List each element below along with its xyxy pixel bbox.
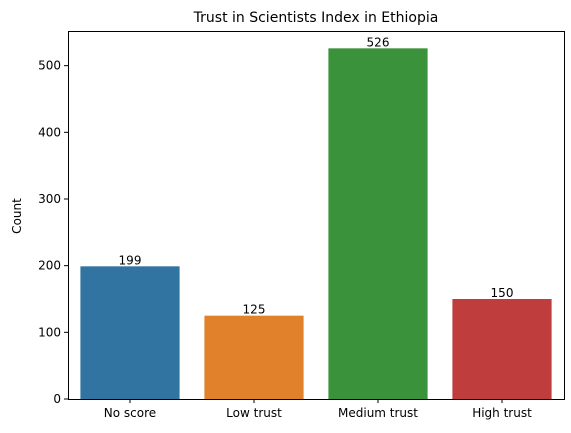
bar-low-trust <box>204 315 304 399</box>
y-axis-label: Count <box>10 198 24 234</box>
y-axis: 0 100 200 300 400 500 <box>38 59 68 406</box>
bar-no-score <box>80 266 180 399</box>
bar-value-label: 526 <box>367 35 390 49</box>
bar-value-label: 199 <box>119 253 142 267</box>
x-tick-label: High trust <box>472 406 532 420</box>
plot-frame <box>68 31 565 400</box>
y-tick-label: 100 <box>38 325 61 339</box>
y-tick-label: 300 <box>38 192 61 206</box>
y-tick-label: 0 <box>53 392 61 406</box>
x-axis: No score Low trust Medium trust High trust <box>104 399 532 420</box>
bar-high-trust <box>452 299 552 399</box>
bars-group <box>80 48 552 399</box>
y-tick-label: 200 <box>38 259 61 273</box>
bar-value-label: 125 <box>243 303 266 317</box>
bar-medium-trust <box>328 48 428 399</box>
x-tick-label: Low trust <box>226 406 282 420</box>
x-tick-label: No score <box>104 406 156 420</box>
y-tick-label: 400 <box>38 125 61 139</box>
bar-value-label: 150 <box>491 286 514 300</box>
y-tick-label: 500 <box>38 59 61 73</box>
chart-title: Trust in Scientists Index in Ethiopia <box>193 10 439 26</box>
data-labels-group: 199 125 526 150 <box>119 35 514 316</box>
x-tick-label: Medium trust <box>338 406 418 420</box>
